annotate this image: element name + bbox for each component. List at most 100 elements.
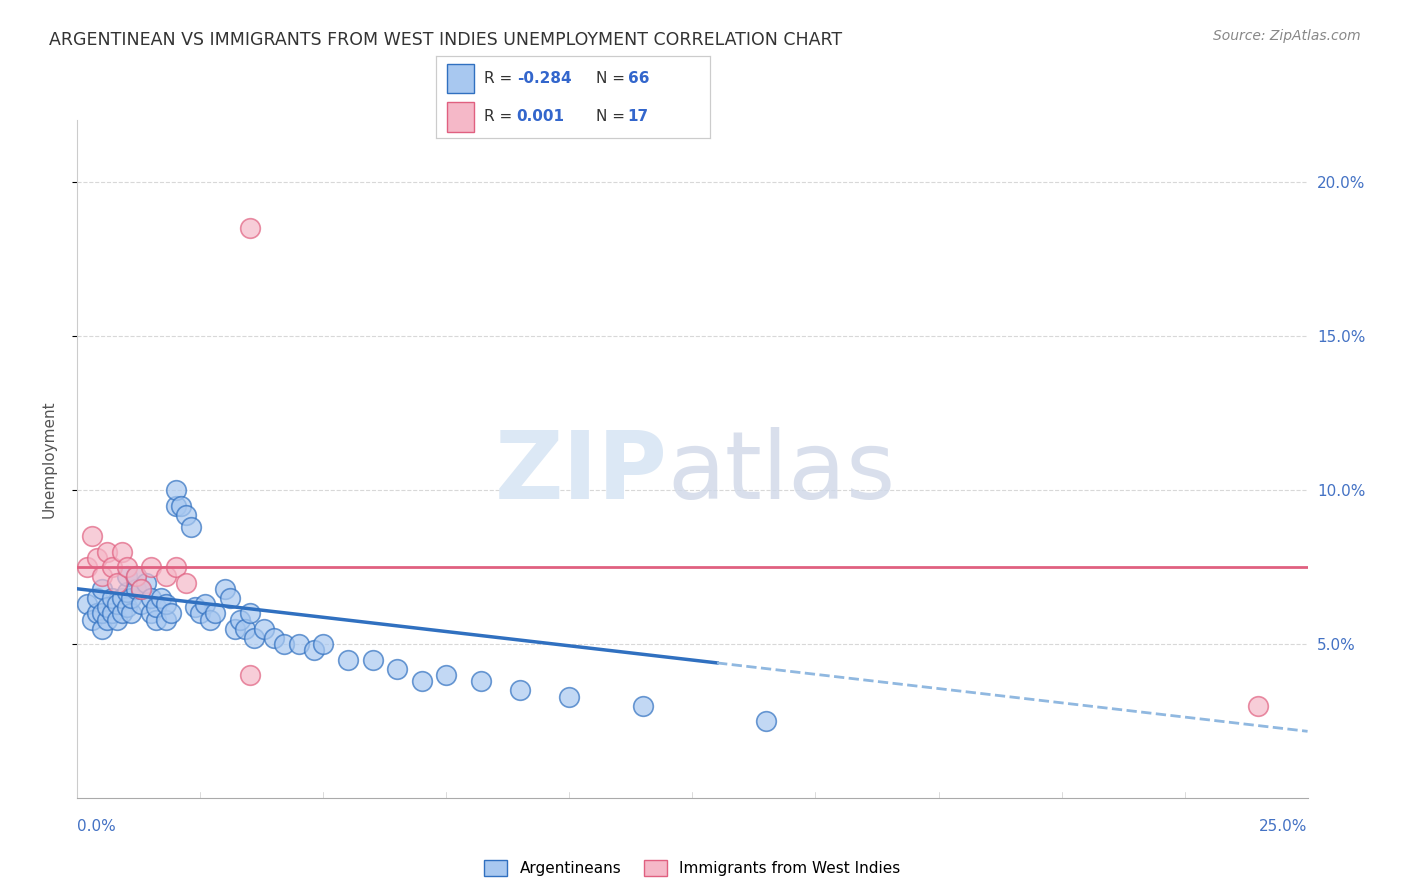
Point (233, 622, 256, 636)
Point (125, 569, 148, 583)
Point (86, 551, 108, 566)
Point (174, 575, 197, 590)
Point (141, 560, 163, 574)
Point (170, 499, 193, 513)
Point (174, 508, 197, 522)
Point (131, 597, 153, 611)
Text: atlas: atlas (668, 427, 896, 519)
Point (204, 607, 226, 621)
Point (115, 560, 138, 574)
Point (96, 600, 118, 615)
Point (115, 569, 138, 583)
Point (263, 631, 285, 645)
Point (200, 613, 222, 627)
Point (125, 582, 148, 596)
Point (141, 591, 163, 605)
Point (125, 569, 148, 583)
Text: ZIP: ZIP (495, 427, 668, 519)
Point (135, 575, 157, 590)
Point (361, 653, 384, 667)
Point (131, 582, 153, 596)
Point (165, 499, 187, 513)
Point (101, 607, 124, 621)
Point (224, 622, 246, 636)
Point (115, 585, 138, 599)
Point (194, 597, 217, 611)
Point (190, 607, 212, 621)
Text: ARGENTINEAN VS IMMIGRANTS FROM WEST INDIES UNEMPLOYMENT CORRELATION CHART: ARGENTINEAN VS IMMIGRANTS FROM WEST INDI… (49, 31, 842, 49)
Point (755, 714, 778, 729)
Point (145, 600, 167, 615)
Point (219, 591, 242, 605)
Point (337, 653, 360, 667)
Point (436, 668, 458, 682)
Text: R =: R = (484, 109, 517, 124)
Point (150, 591, 173, 605)
Point (131, 582, 153, 596)
Point (76, 560, 98, 574)
Point (101, 591, 124, 605)
Text: -0.284: -0.284 (517, 70, 571, 86)
Point (90, 582, 114, 596)
Text: 17: 17 (627, 109, 650, 124)
Point (141, 607, 163, 621)
Point (105, 613, 128, 627)
Point (160, 607, 183, 621)
Point (165, 483, 187, 498)
Point (470, 674, 492, 689)
Text: 0.001: 0.001 (517, 109, 565, 124)
Point (105, 597, 128, 611)
Point (1247, 698, 1270, 713)
Point (121, 591, 143, 605)
Point (239, 668, 262, 682)
Point (288, 637, 311, 651)
Point (82, 529, 104, 543)
Legend: Argentineans, Immigrants from West Indies: Argentineans, Immigrants from West Indie… (478, 854, 907, 882)
Text: Source: ZipAtlas.com: Source: ZipAtlas.com (1213, 29, 1361, 43)
Point (115, 600, 138, 615)
Y-axis label: Unemployment: Unemployment (42, 401, 56, 518)
Point (86, 607, 108, 621)
Point (302, 643, 325, 657)
Point (273, 637, 295, 651)
Text: N =: N = (596, 109, 630, 124)
Text: 66: 66 (627, 70, 650, 86)
Point (509, 683, 531, 698)
Point (229, 613, 252, 627)
Point (111, 607, 132, 621)
Point (184, 600, 207, 615)
Point (145, 613, 167, 627)
Point (633, 698, 655, 713)
Point (96, 545, 118, 559)
Point (96, 613, 118, 627)
Point (101, 560, 124, 574)
Text: R =: R = (484, 70, 517, 86)
Point (76, 597, 98, 611)
Point (86, 591, 108, 605)
Point (243, 631, 266, 645)
Point (121, 607, 143, 621)
Point (155, 569, 177, 583)
Text: 25.0%: 25.0% (1260, 819, 1308, 834)
Point (111, 545, 132, 559)
Bar (447, 103, 474, 132)
Point (111, 591, 132, 605)
Point (155, 597, 177, 611)
Point (90, 622, 114, 636)
Point (411, 674, 433, 689)
Point (239, 607, 262, 621)
Point (90, 569, 114, 583)
Point (180, 520, 202, 534)
Point (312, 637, 335, 651)
Text: 0.0%: 0.0% (77, 819, 117, 834)
Bar (447, 63, 474, 93)
Point (387, 662, 409, 676)
Point (558, 690, 581, 704)
Point (165, 560, 187, 574)
Point (105, 575, 128, 590)
Text: N =: N = (596, 70, 630, 86)
Point (214, 582, 236, 596)
Point (253, 622, 276, 636)
Point (239, 221, 262, 235)
Point (155, 613, 177, 627)
